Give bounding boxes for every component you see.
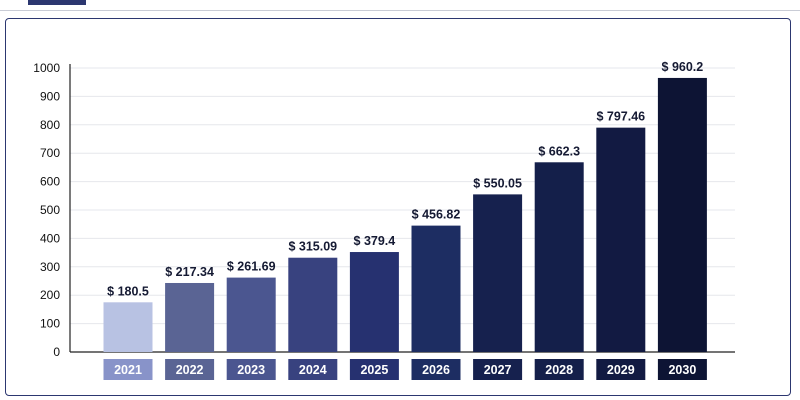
x-tick-label-2023: 2023	[237, 363, 265, 377]
x-tick-label-2025: 2025	[360, 363, 388, 377]
x-label-box-2024	[288, 359, 338, 380]
x-tick-label-2021: 2021	[114, 363, 142, 377]
y-tick-label: 1000	[33, 61, 60, 75]
bar-2023	[226, 277, 276, 352]
x-label-box-2025	[349, 359, 399, 380]
x-label-box-2028	[534, 359, 584, 380]
bar-2027	[473, 194, 523, 352]
x-label-box-2023	[226, 359, 276, 380]
y-tick-label: 700	[40, 146, 60, 160]
x-tick-label-2026: 2026	[422, 363, 450, 377]
x-tick-label-2028: 2028	[545, 363, 573, 377]
x-axis-labels: 2021 2022 2023 2024 2025 2026 2027 2028 2029 2030	[103, 359, 707, 380]
data-label-2030: $ 960.2	[662, 60, 704, 74]
bar-2028	[534, 162, 584, 352]
y-tick-label: 500	[40, 203, 60, 217]
x-label-box-2022	[165, 359, 215, 380]
bar-2022	[165, 282, 215, 352]
x-label-box-2026	[411, 359, 461, 380]
data-label-2024: $ 315.09	[288, 240, 337, 254]
x-label-box-2029	[596, 359, 646, 380]
bar-2030	[657, 77, 707, 352]
data-label-2027: $ 550.05	[473, 176, 522, 190]
y-tick-label: 300	[40, 260, 60, 274]
x-label-box-2027	[473, 359, 523, 380]
bars: $ 180.5 $ 217.34 $ 261.69 $ 315.09 $ 379.4 $ …	[103, 60, 707, 352]
bar-2024	[288, 257, 338, 352]
data-label-2026: $ 456.82	[412, 208, 461, 222]
y-tick-label: 400	[40, 231, 60, 245]
bar-2029	[596, 127, 646, 352]
data-label-2021: $ 180.5	[107, 284, 149, 298]
bar-2026	[411, 225, 461, 352]
data-label-2022: $ 217.34	[165, 265, 214, 279]
data-label-2029: $ 797.46	[596, 110, 645, 124]
header-band	[0, 0, 800, 11]
x-label-box-2030	[657, 359, 707, 380]
data-label-2023: $ 261.69	[227, 260, 276, 274]
bar-2025	[349, 252, 399, 352]
x-tick-label-2029: 2029	[607, 363, 635, 377]
data-label-2025: $ 379.4	[354, 234, 396, 248]
bar-2021	[103, 302, 153, 352]
x-tick-label-2022: 2022	[176, 363, 204, 377]
x-tick-label-2027: 2027	[484, 363, 512, 377]
chart-frame	[5, 18, 791, 396]
y-tick-label: 600	[40, 175, 60, 189]
y-tick-label: 200	[40, 288, 60, 302]
x-tick-label-2030: 2030	[668, 363, 696, 377]
data-label-2028: $ 662.3	[538, 144, 580, 158]
x-label-box-2021	[103, 359, 153, 380]
x-tick-label-2024: 2024	[299, 363, 327, 377]
y-tick-label: 900	[40, 89, 60, 103]
y-tick-label: 100	[40, 317, 60, 331]
y-tick-label: 800	[40, 118, 60, 132]
y-tick-label: 0	[53, 345, 60, 359]
logo	[28, 0, 86, 5]
